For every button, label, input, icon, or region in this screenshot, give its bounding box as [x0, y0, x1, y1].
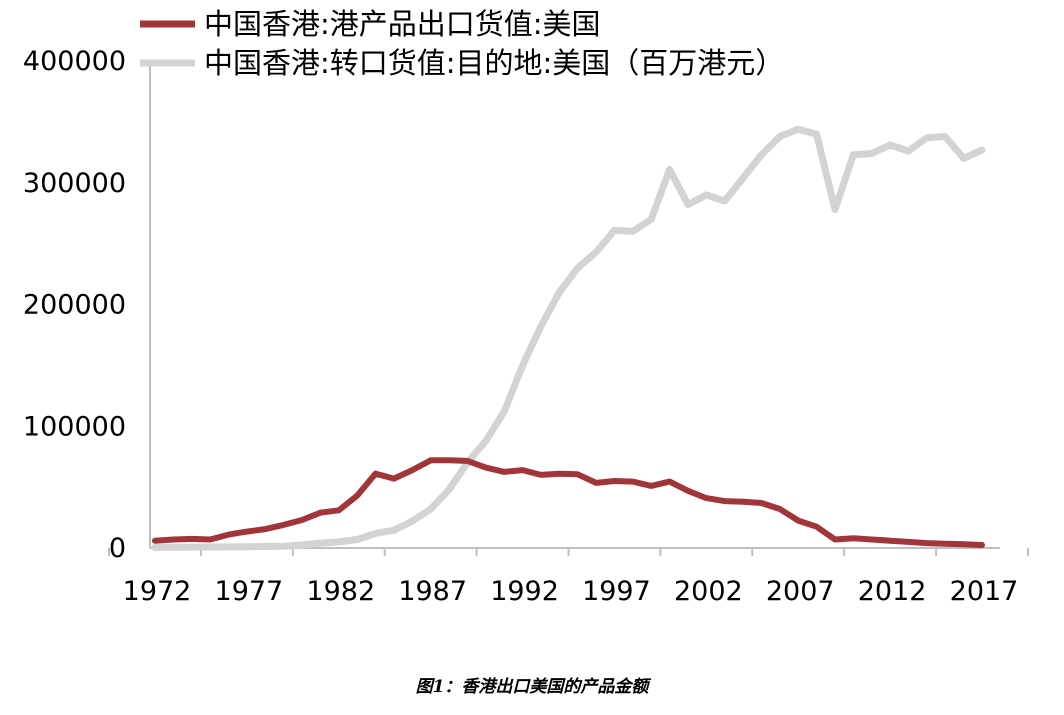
y-tick-label: 400000	[23, 46, 126, 77]
legend-label-domestic: 中国香港:港产品出口货值:美国	[204, 7, 601, 41]
y-axis: 0 100000 200000 300000 400000	[23, 46, 126, 564]
figure-caption: 图1：香港出口美国的产品金额	[415, 677, 649, 697]
x-tick-label: 1992	[490, 576, 559, 607]
x-tick-label: 2007	[766, 576, 835, 607]
y-tick-label: 200000	[23, 290, 126, 321]
x-tick-label: 2017	[950, 576, 1019, 607]
y-tick-label: 300000	[23, 168, 126, 199]
x-axis: 1972 1977 1982 1987 1992 1997 2002 2007 2012 2017	[108, 548, 1029, 607]
x-tick-label: 2002	[674, 576, 743, 607]
x-tick-label: 1972	[123, 576, 192, 607]
y-tick-label: 100000	[23, 411, 126, 442]
x-tick-label: 1977	[215, 576, 284, 607]
x-tick-label: 1997	[582, 576, 651, 607]
x-tick-label: 1987	[398, 576, 467, 607]
series-line-domestic	[152, 457, 985, 548]
x-tick-label: 1982	[306, 576, 375, 607]
series-line-reexport	[151, 125, 986, 551]
legend-label-reexport: 中国香港:转口货值:目的地:美国（百万港元）	[204, 46, 784, 80]
plot-area	[151, 125, 986, 551]
y-tick-label: 0	[109, 533, 126, 564]
x-tick-label: 2012	[858, 576, 927, 607]
